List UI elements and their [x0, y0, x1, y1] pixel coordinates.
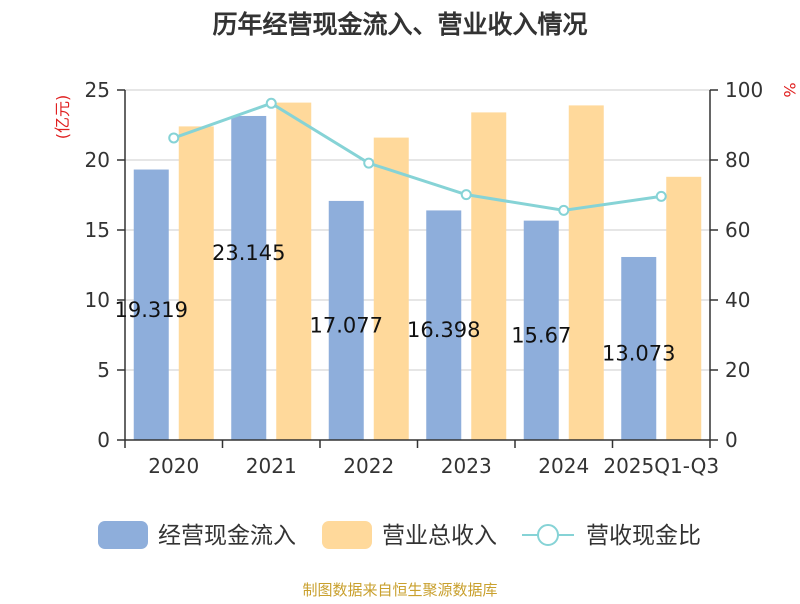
y-right-tick-label: 40 — [725, 288, 750, 312]
ratio-line — [168, 97, 667, 216]
bar-经营现金流入-2020 — [133, 169, 169, 440]
bar-经营现金流入-2023 — [426, 210, 462, 440]
bar-经营现金流入-2021 — [231, 115, 267, 440]
y-right-tick-label: 100 — [725, 78, 763, 102]
chart-title: 历年经营现金流入、营业收入情况 — [212, 10, 587, 39]
data-labels: 19.319 23.145 17.077 16.398 15.67 13.073 — [115, 241, 676, 366]
bar-营业总收入-2020 — [178, 126, 214, 441]
x-tick-label: 2022 — [343, 454, 394, 478]
bar-经营现金流入-2025Q1-Q3 — [621, 256, 657, 440]
legend-swatch — [98, 521, 148, 549]
y-right-tick-label: 20 — [725, 358, 750, 382]
legend-label: 营收现金比 — [586, 523, 701, 549]
y-left-tick-label: 15 — [85, 218, 110, 242]
x-tick-label: 2021 — [246, 454, 297, 478]
point-营收现金比-2024 — [558, 204, 570, 216]
grid-lines — [125, 89, 710, 371]
data-label-2021: 23.145 — [212, 241, 285, 265]
y-right-tick-label: 80 — [725, 148, 750, 172]
bar-经营现金流入-2022 — [328, 200, 364, 440]
bar-经营现金流入-2024 — [523, 220, 559, 440]
legend-swatch — [322, 521, 372, 549]
y-right-tick-label: 0 — [725, 428, 738, 452]
bar-营业总收入-2024 — [568, 105, 604, 441]
data-label-2025Q1-Q3: 13.073 — [602, 341, 675, 365]
x-tick-label: 2024 — [538, 454, 589, 478]
x-tick-label: 2020 — [148, 454, 199, 478]
y-right-unit: % — [780, 82, 799, 97]
y-left-tick-label: 0 — [97, 428, 110, 452]
x-tick-label: 2023 — [441, 454, 492, 478]
point-营收现金比-2022 — [363, 157, 375, 169]
y-left-tick-label: 25 — [85, 78, 110, 102]
point-营收现金比-2021 — [265, 97, 277, 109]
legend-label: 经营现金流入 — [158, 523, 296, 549]
legend-item-营业总收入[interactable]: 营业总收入 — [322, 521, 497, 549]
y-left-tick-label: 10 — [85, 288, 110, 312]
y-left-tick-label: 20 — [85, 148, 110, 172]
point-营收现金比-2023 — [460, 189, 472, 201]
bar-营业总收入-2023 — [471, 112, 507, 441]
source-footer: 制图数据来自恒生聚源数据库 — [302, 581, 497, 599]
legend-label: 营业总收入 — [382, 523, 497, 549]
data-label-2023: 16.398 — [407, 318, 480, 342]
data-label-2022: 17.077 — [310, 313, 383, 337]
y-right-tick-label: 60 — [725, 218, 750, 242]
x-tick-label: 2025Q1-Q3 — [603, 454, 719, 478]
axes: 0 5 10 15 20 25 0 20 40 60 80 100 2020 2021 2022 2023 20… — [53, 78, 799, 478]
bar-营业总收入-2022 — [373, 137, 409, 440]
bar-营业总收入-2025Q1-Q3 — [666, 176, 702, 441]
legend[interactable]: 经营现金流入 营业总收入 营收现金比 — [98, 521, 701, 549]
point-营收现金比-2020 — [168, 132, 180, 144]
point-营收现金比-2025Q1-Q3 — [655, 190, 667, 202]
bars — [133, 102, 702, 441]
line-营收现金比 — [173, 101, 662, 212]
legend-marker — [537, 524, 559, 546]
bar-营业总收入-2021 — [276, 102, 312, 440]
legend-item-营收现金比[interactable]: 营收现金比 — [522, 523, 701, 549]
y-left-tick-label: 5 — [97, 358, 110, 382]
data-label-2020: 19.319 — [115, 298, 188, 322]
data-label-2024: 15.67 — [511, 323, 571, 347]
y-left-unit: (亿元) — [53, 95, 72, 140]
legend-item-经营现金流入[interactable]: 经营现金流入 — [98, 521, 296, 549]
